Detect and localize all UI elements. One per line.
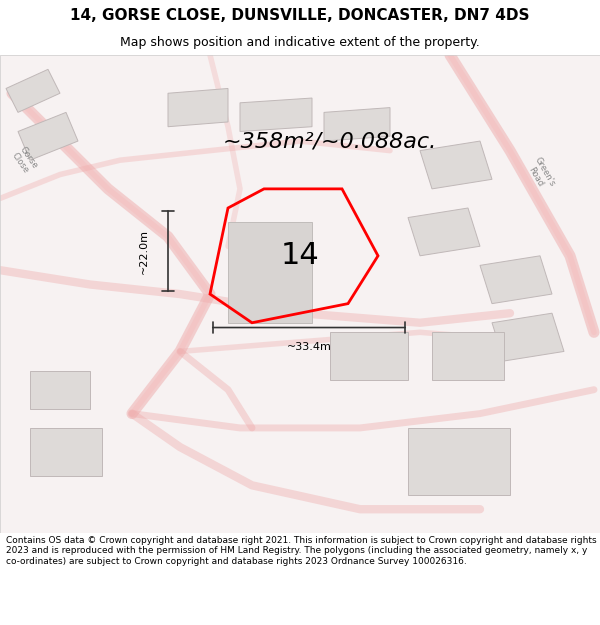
Text: ~33.4m: ~33.4m <box>287 342 331 352</box>
Polygon shape <box>408 208 480 256</box>
Text: 14, GORSE CLOSE, DUNSVILLE, DONCASTER, DN7 4DS: 14, GORSE CLOSE, DUNSVILLE, DONCASTER, D… <box>70 8 530 23</box>
Text: Gorse
Close: Gorse Close <box>9 144 39 176</box>
Polygon shape <box>168 89 228 127</box>
Polygon shape <box>228 222 312 322</box>
Polygon shape <box>492 313 564 361</box>
Polygon shape <box>480 256 552 304</box>
Polygon shape <box>30 371 90 409</box>
Text: Green's
Road: Green's Road <box>524 156 556 193</box>
Text: Map shows position and indicative extent of the property.: Map shows position and indicative extent… <box>120 36 480 49</box>
Polygon shape <box>420 141 492 189</box>
Polygon shape <box>18 112 78 160</box>
Text: 14: 14 <box>281 241 319 270</box>
Polygon shape <box>324 107 390 141</box>
Polygon shape <box>330 332 408 380</box>
Polygon shape <box>408 428 510 495</box>
Polygon shape <box>30 428 102 476</box>
Text: Contains OS data © Crown copyright and database right 2021. This information is : Contains OS data © Crown copyright and d… <box>6 536 596 566</box>
Polygon shape <box>240 98 312 131</box>
Text: ~22.0m: ~22.0m <box>139 229 149 274</box>
Polygon shape <box>6 69 60 112</box>
Polygon shape <box>432 332 504 380</box>
Text: ~358m²/~0.088ac.: ~358m²/~0.088ac. <box>223 131 437 151</box>
